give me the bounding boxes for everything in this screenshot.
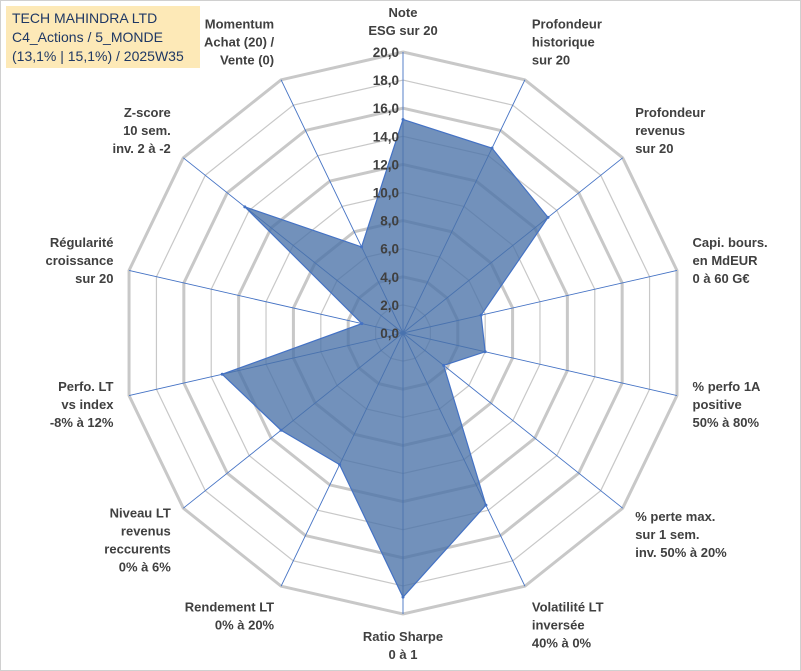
data-point-6	[484, 503, 488, 507]
axis-label-6: Volatilité LT inversée 40% à 0%	[532, 600, 604, 651]
tick-label: 16,0	[373, 101, 399, 116]
title-line-2: C4_Actions / 5_MONDE	[12, 29, 163, 45]
title-box: TECH MAHINDRA LTD C4_Actions / 5_MONDE (…	[6, 6, 200, 68]
data-point-8	[338, 463, 342, 467]
data-point-2	[546, 215, 550, 219]
axis-label-9: Niveau LT revenus reccurents 0% à 6%	[104, 506, 171, 575]
axis-label-3: Capi. bours. en MdEUR 0 à 60 G€	[693, 235, 768, 286]
tick-label: 6,0	[380, 242, 399, 257]
axis-label-7: Ratio Sharpe 0 à 1	[363, 629, 443, 662]
data-point-7	[401, 595, 405, 599]
tick-label: 4,0	[380, 270, 399, 285]
title-line-3: (13,1% | 15,1%) / 2025W35	[12, 48, 184, 64]
tick-label: 2,0	[380, 298, 399, 313]
axis-label-11: Régularité croissance sur 20	[46, 235, 114, 286]
tick-label: 20,0	[373, 45, 399, 60]
title-line-1: TECH MAHINDRA LTD	[12, 10, 158, 26]
tick-label: 14,0	[373, 129, 399, 144]
data-point-10	[220, 372, 224, 376]
axis-label-8: Rendement LT 0% à 20%	[185, 600, 275, 633]
axis-labels: Note ESG sur 20 Profondeur historique sur 20…	[46, 5, 768, 662]
axis-label-10: Perfo. LT vs index -8% à 12%	[50, 379, 114, 430]
tick-label: 12,0	[373, 157, 399, 172]
axis-label-5: % perte max. sur 1 sem. inv. 50% à 20%	[635, 509, 727, 560]
data-point-12	[243, 205, 247, 209]
axis-label-13: Momentum Achat (20) / Vente (0)	[204, 16, 274, 67]
tick-labels: 0,0 2,0 4,0 6,0 8,0 10,0 12,0 14,0 16,0 18,0 20,0	[373, 45, 399, 341]
axis-label-0: Note ESG sur 20	[368, 5, 437, 38]
tick-label: 18,0	[373, 73, 399, 88]
data-point-0	[401, 117, 405, 121]
data-point-11	[360, 322, 364, 326]
tick-label: 8,0	[380, 214, 399, 229]
axis-label-4: % perfo 1A positive 50% à 80%	[693, 379, 762, 430]
tick-label: 10,0	[373, 186, 399, 201]
data-point-5	[442, 363, 446, 367]
spoke-11	[128, 270, 404, 334]
tick-label: 0,0	[380, 326, 399, 341]
axis-label-12: Z-score 10 sem. inv. 2 à -2	[112, 105, 170, 156]
data-point-1	[490, 146, 494, 150]
data-point-4	[483, 350, 487, 354]
axis-label-2: Profondeur revenus sur 20	[635, 105, 705, 156]
data-point-9	[279, 428, 283, 432]
series-layer	[220, 117, 550, 599]
data-point-13	[360, 245, 364, 249]
data-point-3	[479, 313, 483, 317]
axis-label-1: Profondeur historique sur 20	[532, 16, 602, 67]
